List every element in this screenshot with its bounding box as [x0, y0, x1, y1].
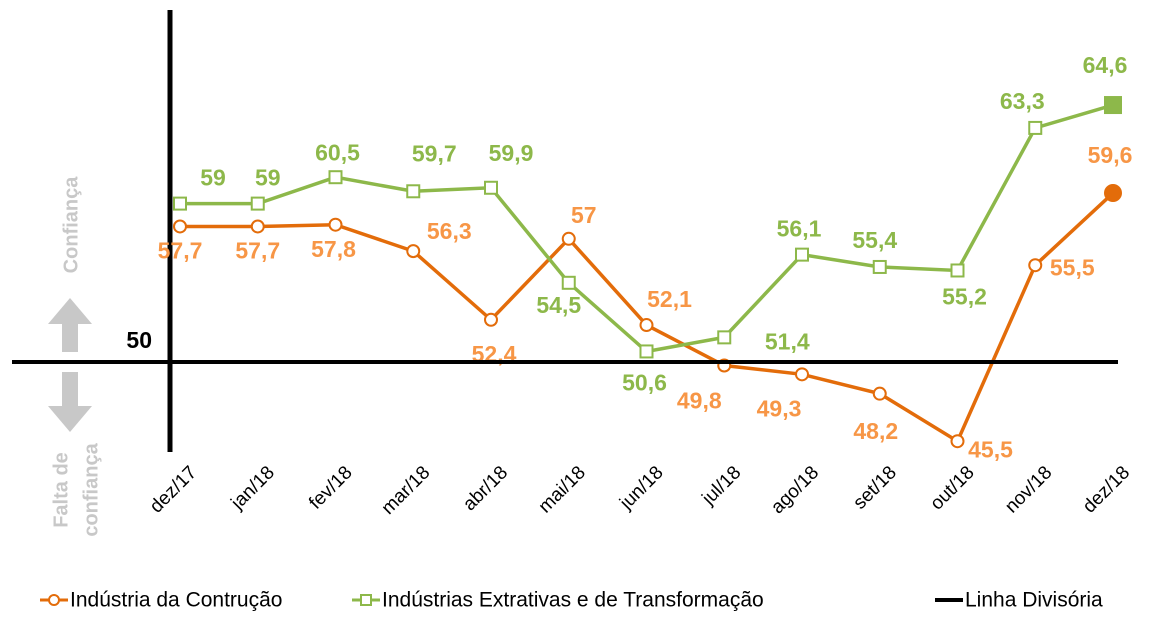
- marker: [173, 219, 187, 234]
- data-label: 52,1: [647, 286, 692, 312]
- data-label: 57,7: [158, 238, 203, 264]
- marker: [250, 219, 265, 234]
- arrow-down: [48, 372, 92, 432]
- marker: [717, 330, 732, 345]
- x-tick-label: mar/18: [378, 462, 435, 519]
- data-label: 50,6: [622, 370, 667, 396]
- data-label: 60,5: [315, 139, 360, 165]
- legend-label: Indústrias Extrativas e de Transformação: [382, 589, 764, 612]
- marker: [872, 259, 887, 274]
- x-tick-label: abr/18: [459, 462, 512, 515]
- marker: [872, 386, 887, 401]
- legend-label: Indústria da Contrução: [70, 589, 282, 612]
- x-tick-label: jun/18: [615, 462, 667, 514]
- annotation: Confiança: [60, 176, 82, 274]
- data-label: 45,5: [968, 436, 1013, 462]
- arrow-up: [48, 298, 92, 352]
- data-label: 57,7: [235, 238, 280, 264]
- marker: [1104, 184, 1122, 203]
- marker: [328, 217, 343, 232]
- marker: [639, 318, 654, 333]
- marker: [950, 434, 965, 449]
- x-tick-label: nov/18: [1001, 462, 1056, 517]
- marker: [1028, 258, 1043, 273]
- legend-marker: [360, 594, 372, 606]
- marker: [950, 263, 965, 278]
- marker: [406, 244, 421, 259]
- legend-marker: [48, 594, 60, 606]
- marker: [484, 180, 498, 195]
- x-tick-label: jan/18: [227, 462, 279, 514]
- x-tick-label: dez/18: [1079, 462, 1134, 517]
- data-label: 51,4: [765, 328, 810, 354]
- marker: [639, 344, 654, 359]
- marker: [795, 247, 809, 262]
- data-label: 59,7: [412, 140, 457, 166]
- series-line: [180, 191, 1115, 444]
- annotation: Falta de: [50, 452, 72, 528]
- marker: [484, 312, 498, 327]
- x-tick-label: fev/18: [305, 462, 356, 513]
- data-label: 57: [571, 202, 597, 228]
- x-tick-label: jul/18: [698, 462, 746, 510]
- data-label: 63,3: [1000, 88, 1045, 114]
- x-tick-label: ago/18: [767, 462, 823, 518]
- data-label: 57,8: [311, 236, 356, 262]
- data-label: 59: [255, 165, 281, 191]
- data-label: 48,2: [853, 418, 898, 444]
- legend-label: Linha Divisória: [965, 589, 1103, 612]
- data-label: 49,3: [757, 395, 802, 421]
- marker: [328, 170, 343, 185]
- marker: [406, 184, 421, 199]
- marker: [795, 367, 809, 382]
- marker: [173, 196, 187, 211]
- x-tick-label: set/18: [849, 462, 900, 513]
- data-label: 64,6: [1083, 52, 1128, 78]
- marker: [250, 196, 265, 211]
- data-label: 56,3: [427, 218, 472, 244]
- marker: [1028, 120, 1043, 135]
- marker: [561, 231, 576, 246]
- y-tick-label: 50: [126, 327, 152, 353]
- marker: [561, 275, 576, 290]
- x-tick-label: out/18: [926, 462, 978, 514]
- data-label: 56,1: [777, 216, 822, 242]
- data-label: 59,9: [489, 140, 534, 166]
- data-label: 59: [200, 165, 226, 191]
- x-tick-label: dez/17: [146, 462, 201, 517]
- data-label: 55,4: [852, 227, 897, 253]
- data-label: 54,5: [536, 292, 581, 318]
- x-tick-label: mai/18: [535, 462, 590, 517]
- data-label: 49,8: [677, 388, 722, 414]
- annotation: confiança: [80, 442, 102, 536]
- marker: [1104, 96, 1122, 115]
- data-label: 55,5: [1050, 254, 1095, 280]
- data-label: 55,2: [942, 284, 987, 310]
- data-label: 59,6: [1088, 142, 1133, 168]
